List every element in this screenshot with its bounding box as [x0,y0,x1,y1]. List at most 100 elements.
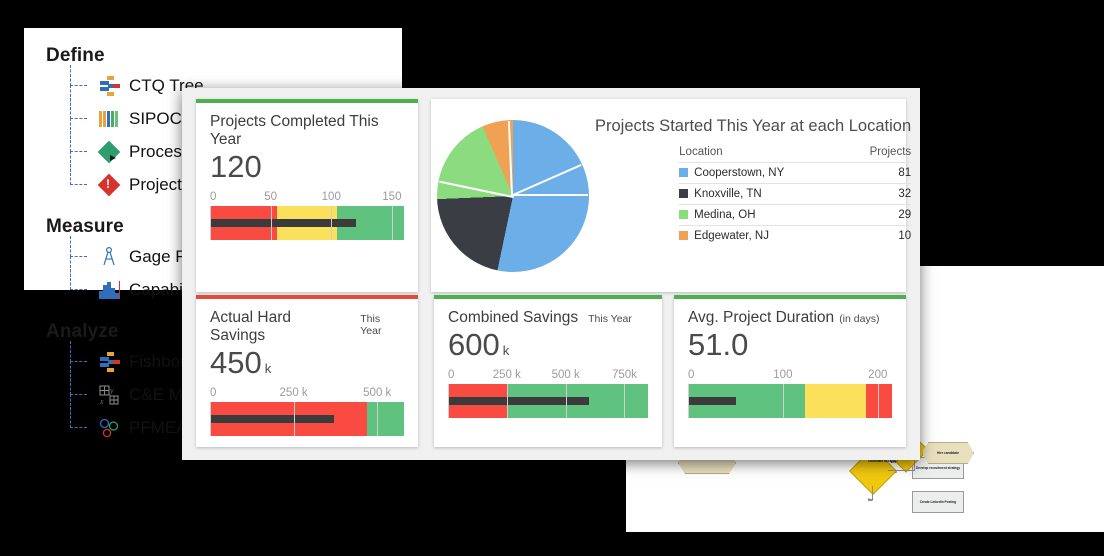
svg-text:x: x [99,397,104,406]
card-body: Avg. Project Duration (in days) 51.0 0 10… [674,299,906,426]
legend-body: Cooperstown, NY 81 Knoxville, TN 32 Medina, … [679,162,912,246]
gauge-tick-label: 100 [773,369,793,382]
card-subtitle: This Year [360,313,382,337]
flow-node-create-posting: Create LinkedIn Posting [912,491,964,513]
gauge-tick-label: 250 k [492,369,521,382]
card-value-unit: k [502,343,510,358]
tree-item-project-risk[interactable]: ! Project R [64,164,402,201]
card-title-text: Avg. Project Duration [688,309,835,326]
ctq-tree-icon [98,75,120,97]
legend-projects-cell: 81 [845,162,912,184]
legend-location-cell: Edgewater, NJ [679,225,846,246]
card-title-text: Combined Savings [448,309,579,326]
legend-col-projects: Projects [869,146,912,158]
flow-edge-label-yes-right: Yes [890,460,896,464]
flow-node-hire-candidate: Hire candidate [922,442,974,464]
card-title: Projects Completed This Year [210,113,404,149]
circles-glyph [99,418,119,437]
gauge-value-marker [210,219,356,228]
card-title-text: Actual Hard Savings [210,309,291,344]
card-actual-hard-savings[interactable]: Actual Hard Savings This Year 450 k 0 250 … [196,295,418,447]
card-body: Projects Completed This Year 120 0 50 100 1… [196,103,418,248]
card-value-number: 120 [210,149,262,184]
card-value-number: 450 [210,345,262,380]
legend-projects-cell: 32 [845,183,912,205]
flow-connector [888,470,914,471]
tree-item-fishbone[interactable]: Fishbone [64,341,402,382]
legend-row[interactable]: Medina, OH 29 [679,204,912,226]
card-value: 600 k [448,328,648,361]
card-avg-project-duration[interactable]: Avg. Project Duration (in days) 51.0 0 10… [674,295,906,447]
legend-color-swatch [679,168,689,177]
matrix-glyph: y x [99,385,119,406]
card-title: Combined Savings This Year [448,309,648,327]
gauge-tick-label: 500 k [363,387,392,400]
gauge-tick-label: 0 [210,387,217,400]
legend-row[interactable]: Knoxville, TN 32 [679,183,912,205]
pie-chart [437,119,589,272]
tree-elbow [64,341,94,382]
flow-edge-label-no-bottom: No [868,498,873,502]
card-title: Actual Hard Savings This Year [210,309,404,345]
card-body: Actual Hard Savings This Year 450 k 0 250 … [196,299,418,444]
legend-col-location: Location [679,146,723,158]
card-value: 51.0 [688,328,892,361]
gauge-band [367,402,404,437]
legend-row[interactable]: Cooperstown, NY 81 [679,162,912,184]
tree-elbow [64,164,94,201]
tree-elbow [64,65,94,106]
card-projects-completed[interactable]: Projects Completed This Year 120 0 50 100 1… [196,99,418,292]
card-accent-bar [674,295,906,299]
legend-projects-cell: 10 [845,225,912,246]
caliper-glyph [103,246,115,265]
bullet-gauge: 0 50 100 150 [210,191,404,241]
gauge-axis-labels: 0 250 k 500 k 750k [448,369,648,384]
tree-section-heading-define: Define [46,45,105,66]
gauge-tick-label: 250 k [279,387,308,400]
tree-elbow [64,236,94,277]
tree-elbow [64,269,94,306]
pie-chart-title: Projects Started This Year at each Locat… [595,117,912,135]
bullet-gauge: 0 100 200 [688,369,892,419]
gauge-tick-label: 0 [448,369,455,382]
card-title-paren: (in days) [839,313,880,325]
card-projects-by-location[interactable]: Projects Started This Year at each Locat… [431,99,912,292]
ce-matrix-icon: y x [98,384,120,406]
flow-connector [872,486,873,500]
gauge-tick-label: 750k [612,369,637,382]
legend-location-cell: Medina, OH [679,204,846,226]
card-value: 450 k [210,345,404,380]
pie-legend-area: Projects Started This Year at each Locat… [589,105,931,286]
pie-slice-separator [511,163,582,196]
bullet-gauge: 0 250 k 500 k 750k [448,369,648,419]
gauge-tick-label: 50 [264,191,278,204]
gauge-band [804,384,867,419]
pie-slice-separator [507,120,514,197]
gauge-value-marker [448,397,590,406]
card-accent-bar [434,295,662,299]
tree-item-label: SIPOC [129,108,182,128]
tree-item-sipoc[interactable]: SIPOC [64,98,402,139]
gauge-axis-labels: 0 100 200 [688,369,892,384]
capability-icon [98,279,120,301]
legend-color-swatch [679,189,689,198]
pfmea-icon [98,417,120,439]
tree-section-heading-analyze: Analyze [46,321,119,342]
legend-row[interactable]: Edgewater, NJ 10 [679,225,912,246]
gauge-value-marker [210,415,334,424]
tree-elbow [64,407,94,444]
location-legend-table: Location Projects Cooperstown, NY 81 Knoxv… [679,146,912,246]
tree-section-heading-measure: Measure [46,216,124,237]
gauge-value-marker [688,397,737,406]
card-subtitle: This Year [588,313,632,325]
card-value-unit: k [264,361,272,376]
tree-item-label: Project R [129,174,199,194]
gauge-band [866,384,892,419]
card-combined-savings[interactable]: Combined Savings This Year 600 k 0 250 k 50… [434,295,662,447]
card-accent-bar [196,295,418,299]
gauge-tick-label: 0 [688,369,695,382]
gauge-tick-label: 150 [382,191,402,204]
gauge-axis-labels: 0 50 100 150 [210,191,404,206]
card-accent-bar [196,99,418,103]
